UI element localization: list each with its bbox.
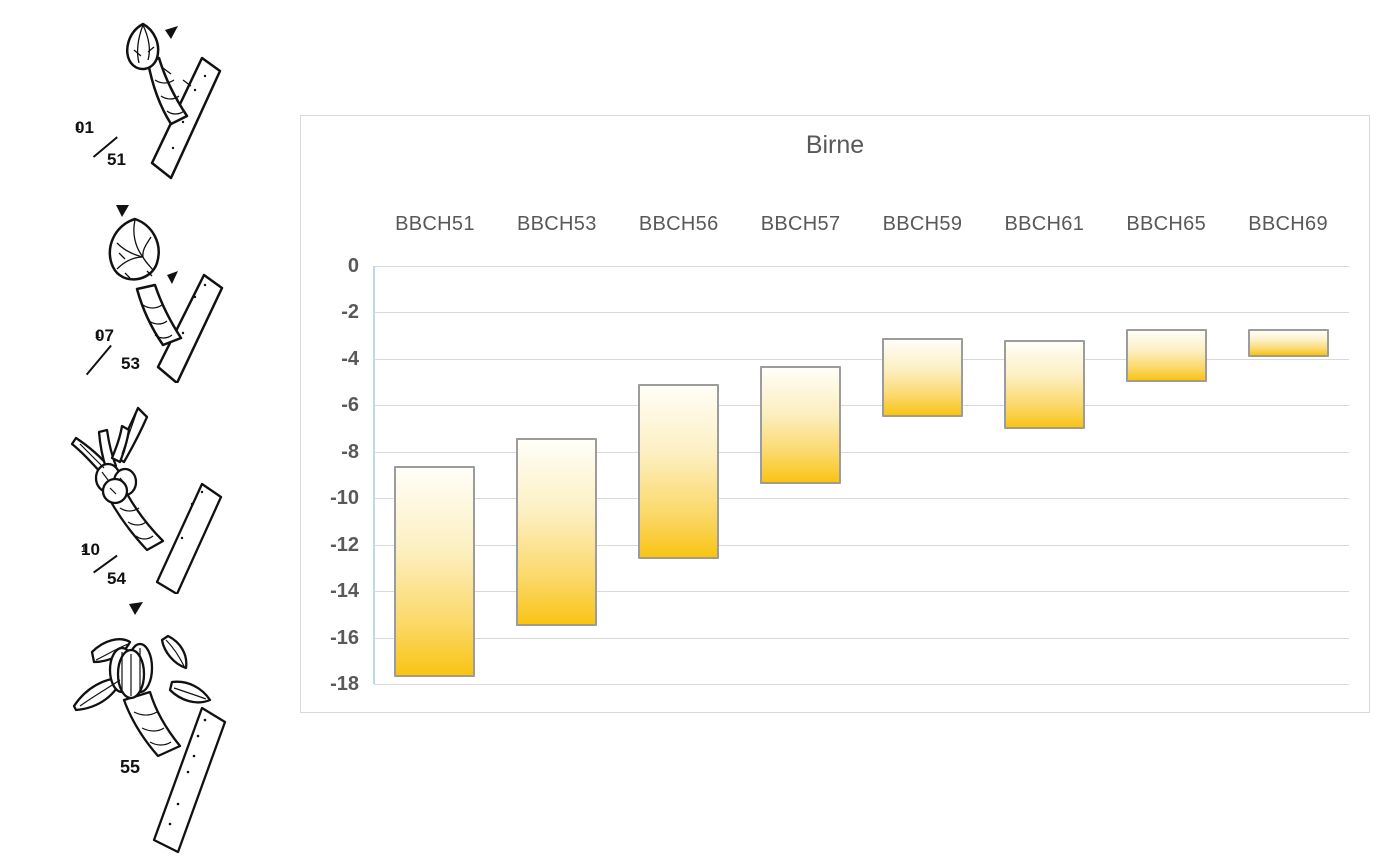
green-bud-cluster-icon (72, 602, 227, 854)
bar-BBCH69 (1247, 328, 1329, 357)
bud-burst-icon (70, 406, 223, 594)
y-tick-label-0: 0 (347, 255, 359, 277)
leaf (168, 680, 212, 704)
category-label-BBCH69: BBCH69 (1248, 213, 1328, 235)
closed-bud-icon (126, 22, 222, 180)
y-axis-line (373, 266, 375, 684)
chart-title: Birne (805, 131, 865, 159)
category-label-BBCH57: BBCH57 (760, 213, 841, 235)
y-tick-label--12: -12 (330, 533, 359, 556)
bar-BBCH59 (881, 337, 963, 417)
y-tick-label--8: -8 (341, 440, 359, 463)
category-label-BBCH65: BBCH65 (1126, 213, 1206, 235)
bud-shoot (146, 56, 189, 126)
y-tick-label--16: -16 (330, 626, 359, 649)
pointer-arrow-icon (116, 205, 129, 217)
gridline--2 (374, 312, 1349, 314)
gridline--8 (374, 451, 1349, 453)
twig (155, 482, 223, 594)
gridline--16 (374, 637, 1349, 639)
bar-BBCH57 (760, 365, 842, 485)
y-tick-label--14: -14 (330, 580, 359, 603)
twig (150, 56, 222, 180)
category-label-BBCH56: BBCH56 (638, 213, 719, 235)
twig (152, 706, 227, 854)
stage-illustration-55: 55 (50, 596, 262, 854)
stage-illustration-54: 10 1 54 (50, 386, 240, 594)
bar-BBCH53 (516, 437, 598, 626)
gridline--4 (374, 358, 1349, 360)
stage-illustration-53: 07 1 53 (55, 193, 245, 383)
leaf (90, 638, 132, 664)
bud-scale (101, 477, 129, 505)
category-label-BBCH51: BBCH51 (395, 213, 475, 235)
bar-BBCH51 (394, 465, 476, 678)
swollen-bud-icon (108, 205, 224, 383)
category-label-BBCH61: BBCH61 (1004, 213, 1085, 235)
bud-shoot (135, 283, 183, 347)
pointer-arrow-icon (165, 26, 178, 39)
pointer-arrow-icon (167, 271, 178, 284)
y-tick-label--10: -10 (330, 487, 359, 510)
bar-BBCH56 (638, 384, 720, 559)
gridline--6 (374, 405, 1349, 407)
y-tick-label--18: -18 (330, 673, 359, 695)
closed-bud (126, 22, 160, 71)
gridline--10 (374, 498, 1349, 500)
bar-BBCH61 (1003, 340, 1085, 429)
gridline-0 (374, 266, 1349, 267)
y-tick-label--6: -6 (341, 394, 359, 417)
bud-shoot (122, 690, 182, 758)
bar-BBCH65 (1125, 328, 1207, 383)
plot-area (373, 266, 1349, 685)
category-label-BBCH53: BBCH53 (517, 213, 597, 235)
gridline--18 (374, 684, 1349, 685)
bud-shoot (108, 490, 165, 552)
pointer-arrow-icon (129, 602, 143, 615)
category-label-BBCH59: BBCH59 (882, 213, 963, 235)
y-tick-label--4: -4 (341, 347, 359, 370)
gridline--14 (374, 591, 1349, 593)
chart-box: Birne BBCH51 BBCH53 BBCH56 BBCH57 BBCH59 BBCH… (300, 115, 1370, 713)
y-tick-label--2: -2 (341, 301, 359, 324)
stage-illustration-51: 01 1 51 (55, 10, 245, 188)
gridline--12 (374, 544, 1349, 546)
